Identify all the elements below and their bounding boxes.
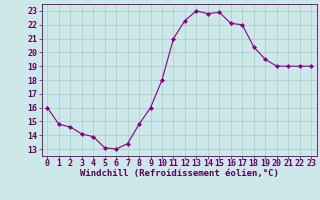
X-axis label: Windchill (Refroidissement éolien,°C): Windchill (Refroidissement éolien,°C): [80, 169, 279, 178]
